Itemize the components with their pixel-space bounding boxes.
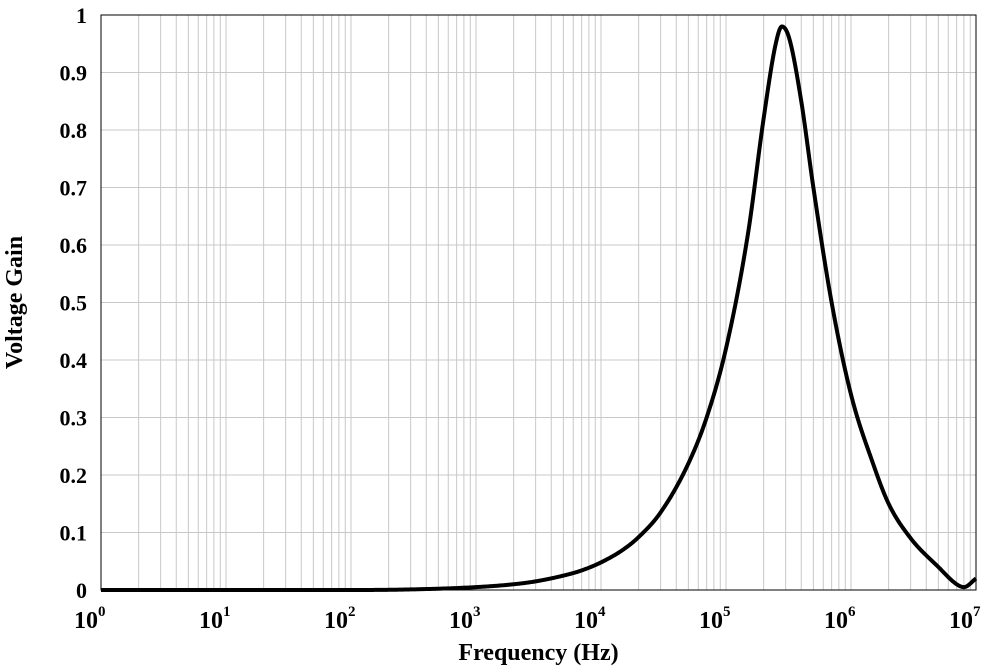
x-tick-exponent: 1 <box>223 604 231 620</box>
x-tick-label: 10 2 <box>324 604 356 634</box>
x-tick-exponent: 6 <box>848 604 856 620</box>
series-group <box>101 24 978 592</box>
x-axis-label: Frequency (Hz) <box>458 640 618 666</box>
x-tick-exponent: 5 <box>723 604 731 620</box>
y-tick-label: 0.1 <box>60 521 88 546</box>
x-tick-base: 10 <box>574 608 598 634</box>
x-tick-exponent: 0 <box>98 604 106 620</box>
y-tick-label: 0.8 <box>60 118 88 143</box>
x-tick-label: 10 5 <box>699 604 731 634</box>
x-tick-label: 10 7 <box>949 604 981 634</box>
x-tick-label: 10 3 <box>449 604 481 634</box>
x-tick-base: 10 <box>699 608 723 634</box>
x-tick-exponent: 4 <box>598 604 606 620</box>
x-tick-label: 10 4 <box>574 604 606 634</box>
x-tick-exponent: 7 <box>973 604 981 620</box>
x-tick-base: 10 <box>449 608 473 634</box>
y-tick-label: 0.5 <box>60 291 88 316</box>
x-tick-base: 10 <box>324 608 348 634</box>
x-tick-exponent: 2 <box>348 604 356 620</box>
x-tick-label: 10 0 <box>74 604 106 634</box>
y-axis-ticks: 0 0.1 0.2 0.3 0.4 0.5 0.6 0.7 0.8 0.9 1 <box>60 3 88 603</box>
y-tick-label: 0.6 <box>60 233 88 258</box>
x-tick-base: 10 <box>949 608 973 634</box>
x-tick-base: 10 <box>199 608 223 634</box>
y-tick-label: 0.3 <box>60 406 88 431</box>
x-axis-ticks: 10 0 10 1 10 2 10 3 10 4 10 5 10 6 10 7 <box>74 604 981 634</box>
x-tick-label: 10 1 <box>199 604 231 634</box>
x-tick-base: 10 <box>74 608 98 634</box>
x-tick-label: 10 6 <box>824 604 856 634</box>
y-tick-label: 0.4 <box>60 348 88 373</box>
grid-lines <box>100 14 976 591</box>
y-tick-label: 0.2 <box>60 463 88 488</box>
x-tick-exponent: 3 <box>473 604 481 620</box>
plot-area-border <box>100 14 977 591</box>
voltage-gain-line <box>101 24 978 592</box>
y-tick-label: 0.7 <box>60 176 88 201</box>
y-tick-label: 0.9 <box>60 61 88 86</box>
y-tick-label: 0 <box>76 578 87 603</box>
x-tick-base: 10 <box>824 608 848 634</box>
y-tick-label: 1 <box>76 3 87 28</box>
y-axis-label: Voltage Gain <box>2 236 28 369</box>
